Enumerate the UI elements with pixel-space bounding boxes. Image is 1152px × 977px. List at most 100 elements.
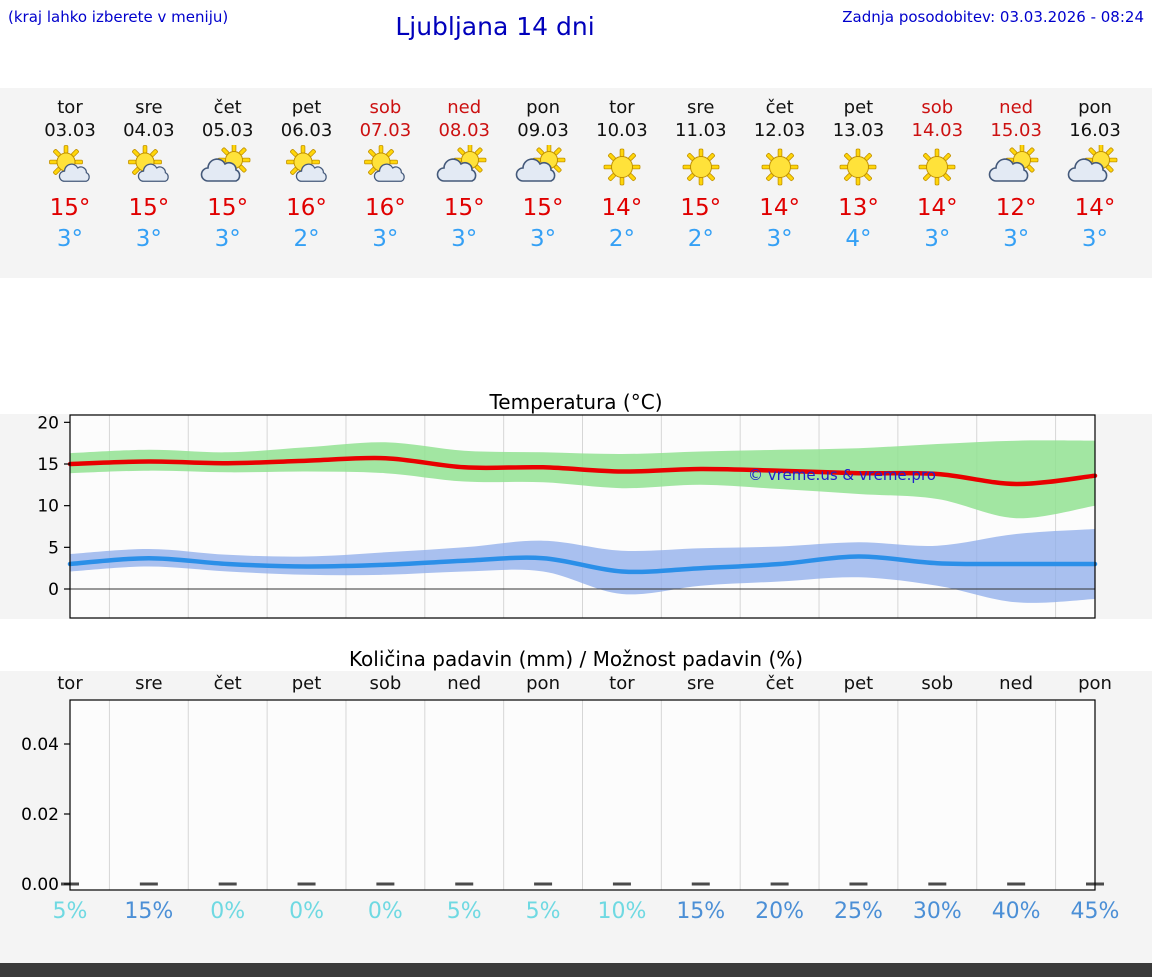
forecast-day: čet 05.03 15° 3° (187, 96, 269, 254)
forecast-day: ned 15.03 12° 3° (975, 96, 1057, 254)
precip-probability: 25% (834, 899, 883, 924)
low-temp: 2° (687, 226, 714, 252)
day-date: 07.03 (359, 120, 412, 141)
low-temp: 2° (608, 226, 635, 252)
day-name: sob (921, 97, 954, 118)
day-date: 15.03 (990, 120, 1042, 141)
precip-probability-labels: 5% 15% 0% 0% 0% 5% 5% 10% 15% 20% 25% 30% 40% 45% (0, 891, 1152, 941)
low-temp: 4° (845, 226, 872, 252)
partly-cloudy-icon (108, 142, 190, 192)
precip-probability: 30% (912, 899, 962, 924)
last-updated: Zadnja posodobitev: 03.03.2026 - 08:24 (842, 8, 1144, 26)
sunny-icon (581, 142, 663, 192)
day-name: tor (57, 97, 83, 118)
precip-probability: 5% (446, 899, 482, 924)
partly-cloudy-icon (266, 142, 348, 192)
high-temp: 16° (364, 195, 406, 221)
precipitation-chart-title: Količina padavin (mm) / Možnost padavin … (348, 647, 804, 671)
top-bar: (kraj lahko izberete v meniju) Ljubljana… (0, 0, 1152, 55)
svg-text:0.02: 0.02 (21, 805, 59, 825)
high-temp: 14° (759, 195, 800, 221)
precip-probability: 5% (52, 899, 88, 924)
low-temp: 3° (1081, 226, 1109, 252)
forecast-day: pet 13.03 13° 4° (817, 96, 899, 254)
page-title: Ljubljana 14 dni (395, 12, 595, 41)
precip-day-label: pon (526, 673, 560, 694)
svg-text:20: 20 (37, 414, 59, 433)
mostly-cloudy-icon (187, 142, 269, 192)
day-date: 06.03 (280, 120, 333, 141)
precip-day-label: tor (57, 673, 83, 694)
day-name: sob (369, 97, 402, 118)
low-temp: 3° (529, 226, 557, 252)
precip-day-label: sob (369, 673, 402, 694)
low-temp: 3° (924, 226, 951, 252)
precip-day-label: sre (687, 673, 715, 694)
day-date: 14.03 (911, 120, 964, 141)
forecast-day: pet 06.03 16° 2° (266, 96, 348, 254)
svg-text:0.04: 0.04 (21, 735, 59, 755)
day-name: čet (765, 97, 794, 118)
high-temp: 12° (995, 195, 1037, 221)
partly-cloudy-icon (29, 142, 111, 192)
forecast-day: ned 08.03 15° 3° (423, 96, 505, 254)
day-date: 10.03 (596, 120, 648, 141)
precip-probability: 0% (367, 899, 403, 924)
high-temp: 13° (838, 195, 879, 221)
svg-text:15: 15 (37, 455, 59, 475)
precip-probability: 15% (676, 899, 726, 924)
sunny-icon (896, 142, 978, 192)
sunny-icon (739, 142, 821, 192)
precip-day-label: sre (135, 673, 163, 694)
day-name: sre (135, 97, 163, 118)
low-temp: 3° (451, 226, 478, 252)
low-temp: 3° (372, 226, 399, 252)
svg-text:0.00: 0.00 (21, 875, 59, 891)
day-name: pon (526, 97, 560, 118)
precip-day-label: pet (291, 673, 322, 694)
low-temp: 2° (293, 226, 320, 252)
forecast-strip: tor 03.03 15° 3° sre 04.03 15° 3° čet 05.03 15° 3° p… (0, 88, 1152, 278)
precip-day-label: tor (609, 673, 635, 694)
low-temp: 3° (766, 226, 793, 252)
day-date: 16.03 (1069, 120, 1121, 141)
day-name: ned (447, 97, 482, 118)
low-temp: 3° (214, 226, 241, 252)
mostly-cloudy-icon (975, 142, 1057, 192)
watermark-link[interactable]: © vreme.us & vreme.pro (748, 466, 936, 484)
svg-text:5: 5 (48, 538, 59, 558)
precip-probability: 45% (1070, 899, 1120, 924)
high-temp: 15° (443, 195, 485, 221)
sunny-icon (660, 142, 742, 192)
day-date: 08.03 (438, 120, 490, 141)
precip-probability: 15% (124, 899, 174, 924)
day-date: 09.03 (517, 120, 569, 141)
precip-day-label: ned (999, 673, 1034, 694)
precip-day-labels: tor sre čet pet sob ned pon tor sre čet pet sob ned p… (0, 671, 1152, 699)
precip-day-label: čet (765, 673, 794, 694)
precip-probability: 5% (525, 899, 561, 924)
high-temp: 14° (1074, 195, 1116, 221)
high-temp: 14° (916, 195, 958, 221)
high-temp: 15° (49, 195, 91, 221)
day-date: 04.03 (123, 120, 175, 141)
high-temp: 15° (207, 195, 249, 221)
forecast-day: sre 04.03 15° 3° (108, 96, 190, 254)
temperature-chart: 0 5 10 15 20 © vreme.us & vreme.pro (0, 414, 1152, 619)
day-name: ned (999, 97, 1034, 118)
mostly-cloudy-icon (1054, 142, 1136, 192)
temperature-chart-plot: 0 5 10 15 20 (37, 414, 1098, 619)
precip-probability: 10% (597, 899, 647, 924)
day-name: pet (291, 97, 322, 118)
forecast-day: sre 11.03 15° 2° (660, 96, 742, 254)
day-name: tor (609, 97, 635, 118)
day-name: pon (1078, 97, 1112, 118)
day-date: 12.03 (753, 120, 806, 141)
high-temp: 15° (522, 195, 564, 221)
high-temp: 15° (128, 195, 170, 221)
menu-hint: (kraj lahko izberete v meniju) (8, 8, 229, 26)
mostly-cloudy-icon (502, 142, 584, 192)
low-temp: 3° (1003, 226, 1030, 252)
footer-bar (0, 963, 1152, 977)
high-temp: 14° (601, 195, 643, 221)
